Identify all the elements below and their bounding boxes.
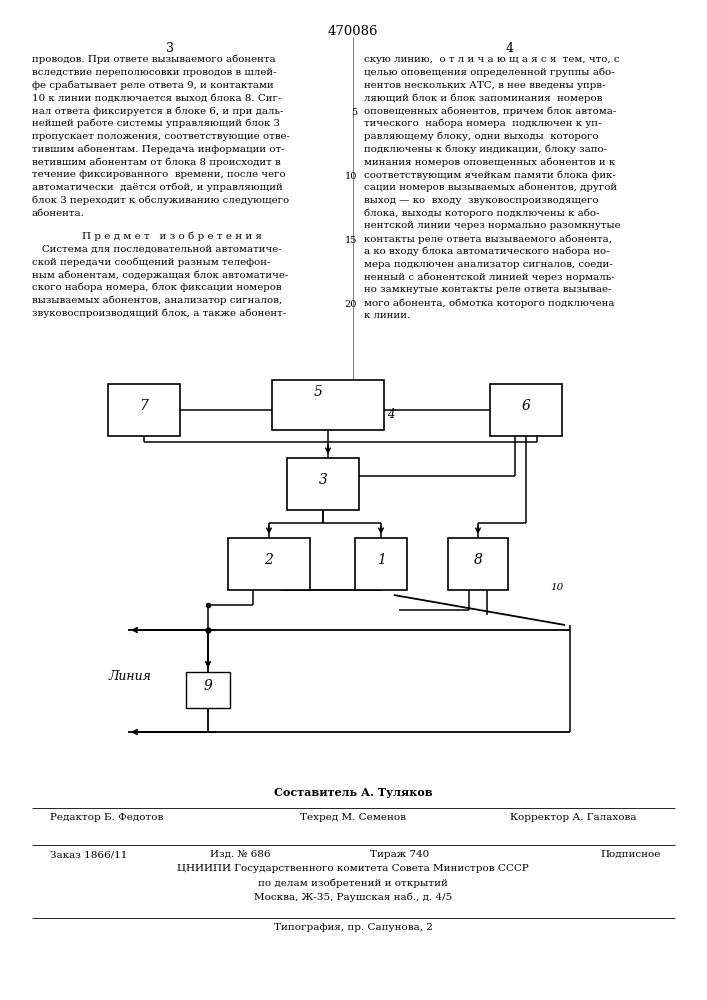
Text: ского набора номера, блок фиксации номеров: ского набора номера, блок фиксации номер… xyxy=(32,283,281,292)
Text: Техред М. Семенов: Техред М. Семенов xyxy=(300,813,406,822)
Text: Типография, пр. Сапунова, 2: Типография, пр. Сапунова, 2 xyxy=(274,923,433,932)
Text: 10 к линии подключается выход блока 8. Сиг-: 10 к линии подключается выход блока 8. С… xyxy=(32,93,281,102)
Text: нейшей работе системы управляющий блок 3: нейшей работе системы управляющий блок 3 xyxy=(32,119,280,128)
Text: 6: 6 xyxy=(522,399,530,413)
Text: вследствие переполюсовки проводов в шлей-: вследствие переполюсовки проводов в шлей… xyxy=(32,68,276,77)
Text: Составитель А. Туляков: Составитель А. Туляков xyxy=(274,788,432,798)
Text: 5: 5 xyxy=(351,108,357,117)
Text: Подписное: Подписное xyxy=(600,850,660,859)
Text: 3: 3 xyxy=(166,42,174,55)
Text: оповещенных абонентов, причем блок автома-: оповещенных абонентов, причем блок автом… xyxy=(364,106,617,116)
Bar xyxy=(355,538,407,590)
Text: но замкнутые контакты реле ответа вызывае-: но замкнутые контакты реле ответа вызыва… xyxy=(364,285,612,294)
Bar xyxy=(186,672,230,708)
Text: скую линию,  о т л и ч а ю щ а я с я  тем, что, с: скую линию, о т л и ч а ю щ а я с я тем,… xyxy=(364,55,619,64)
Text: Заказ 1866/11: Заказ 1866/11 xyxy=(50,850,127,859)
Text: 4: 4 xyxy=(387,408,395,422)
Bar xyxy=(448,538,508,590)
Text: фе срабатывает реле ответа 9, и контактами: фе срабатывает реле ответа 9, и контакта… xyxy=(32,81,274,90)
Text: сации номеров вызываемых абонентов, другой: сации номеров вызываемых абонентов, друг… xyxy=(364,183,617,192)
Text: блок 3 переходит к обслуживанию следующего: блок 3 переходит к обслуживанию следующе… xyxy=(32,196,289,205)
Text: течение фиксированного  времени, после чего: течение фиксированного времени, после че… xyxy=(32,170,286,179)
Text: 10: 10 xyxy=(344,172,357,181)
Text: блока, выходы которого подключены к або-: блока, выходы которого подключены к або- xyxy=(364,209,600,218)
Text: 8: 8 xyxy=(474,553,482,567)
Text: 2: 2 xyxy=(264,553,274,567)
Text: вызываемых абонентов, анализатор сигналов,: вызываемых абонентов, анализатор сигнало… xyxy=(32,296,282,305)
Text: контакты реле ответа вызываемого абонента,: контакты реле ответа вызываемого абонент… xyxy=(364,234,612,244)
Text: тического  набора номера  подключен к уп-: тического набора номера подключен к уп- xyxy=(364,119,602,128)
Text: абонента.: абонента. xyxy=(32,209,85,218)
Text: равляющему блоку, одни выходы  которого: равляющему блоку, одни выходы которого xyxy=(364,132,599,141)
Text: 1: 1 xyxy=(377,553,385,567)
Bar xyxy=(228,538,310,590)
Text: выход — ко  входу  звуковоспроизводящего: выход — ко входу звуковоспроизводящего xyxy=(364,196,599,205)
Text: 9: 9 xyxy=(204,679,212,693)
Text: ляющий блок и блок запоминания  номеров: ляющий блок и блок запоминания номеров xyxy=(364,93,602,103)
Text: Москва, Ж-35, Раушская наб., д. 4/5: Москва, Ж-35, Раушская наб., д. 4/5 xyxy=(254,892,452,902)
Text: проводов. При ответе вызываемого абонента: проводов. При ответе вызываемого абонент… xyxy=(32,55,276,64)
Text: нал ответа фиксируется в блоке 6, и при даль-: нал ответа фиксируется в блоке 6, и при … xyxy=(32,106,284,116)
Text: ЦНИИПИ Государственного комитета Совета Министров СССР: ЦНИИПИ Государственного комитета Совета … xyxy=(177,864,529,873)
Text: к линии.: к линии. xyxy=(364,311,410,320)
Bar xyxy=(287,458,359,510)
Text: Линия: Линия xyxy=(108,670,151,684)
Bar xyxy=(108,384,180,436)
Text: нентской линии через нормально разомкнутые: нентской линии через нормально разомкнут… xyxy=(364,221,621,230)
Text: 20: 20 xyxy=(344,300,357,309)
Text: ветившим абонентам от блока 8 происходит в: ветившим абонентам от блока 8 происходит… xyxy=(32,157,281,167)
Text: пропускает положения, соответствующие отве-: пропускает положения, соответствующие от… xyxy=(32,132,290,141)
Text: а ко входу блока автоматического набора но-: а ко входу блока автоматического набора … xyxy=(364,247,609,256)
Text: мого абонента, обмотка которого подключена: мого абонента, обмотка которого подключе… xyxy=(364,298,614,308)
Text: 3: 3 xyxy=(319,473,327,487)
Text: 4: 4 xyxy=(506,42,514,55)
Text: соответствующим ячейкам памяти блока фик-: соответствующим ячейкам памяти блока фик… xyxy=(364,170,616,180)
Bar xyxy=(272,380,384,430)
Text: 5: 5 xyxy=(314,385,322,399)
Text: звуковоспроизводящий блок, а также абонент-: звуковоспроизводящий блок, а также абоне… xyxy=(32,308,286,318)
Text: нентов нескольких АТС, в нее введены упрв-: нентов нескольких АТС, в нее введены упр… xyxy=(364,81,605,90)
Text: П р е д м е т   и з о б р е т е н и я: П р е д м е т и з о б р е т е н и я xyxy=(82,231,262,241)
Text: 15: 15 xyxy=(344,236,357,245)
Text: Редактор Б. Федотов: Редактор Б. Федотов xyxy=(50,813,163,822)
Text: 470086: 470086 xyxy=(328,25,378,38)
Bar xyxy=(490,384,562,436)
Text: Корректор А. Галахова: Корректор А. Галахова xyxy=(510,813,636,822)
Text: Тираж 740: Тираж 740 xyxy=(370,850,429,859)
Text: Изд. № 686: Изд. № 686 xyxy=(210,850,271,859)
Text: подключены к блоку индикации, блоку запо-: подключены к блоку индикации, блоку запо… xyxy=(364,145,607,154)
Text: ным абонентам, содержащая блок автоматиче-: ным абонентам, содержащая блок автоматич… xyxy=(32,270,288,279)
Text: целью оповещения определенной группы або-: целью оповещения определенной группы або… xyxy=(364,68,614,77)
Text: 10: 10 xyxy=(550,582,563,591)
Text: ненный с абонентской линией через нормаль-: ненный с абонентской линией через нормал… xyxy=(364,273,615,282)
Text: Система для последовательной автоматиче-: Система для последовательной автоматиче- xyxy=(32,244,282,253)
Text: автоматически  даётся отбой, и управляющий: автоматически даётся отбой, и управляющи… xyxy=(32,183,283,192)
Text: по делам изобретений и открытий: по делам изобретений и открытий xyxy=(258,878,448,888)
Text: мера подключен анализатор сигналов, соеди-: мера подключен анализатор сигналов, соед… xyxy=(364,260,613,269)
Text: минания номеров оповещенных абонентов и к: минания номеров оповещенных абонентов и … xyxy=(364,157,615,167)
Text: тившим абонентам. Передача информации от-: тившим абонентам. Передача информации от… xyxy=(32,145,285,154)
Text: ской передачи сообщений разным телефон-: ской передачи сообщений разным телефон- xyxy=(32,257,271,267)
Text: 7: 7 xyxy=(139,399,148,413)
